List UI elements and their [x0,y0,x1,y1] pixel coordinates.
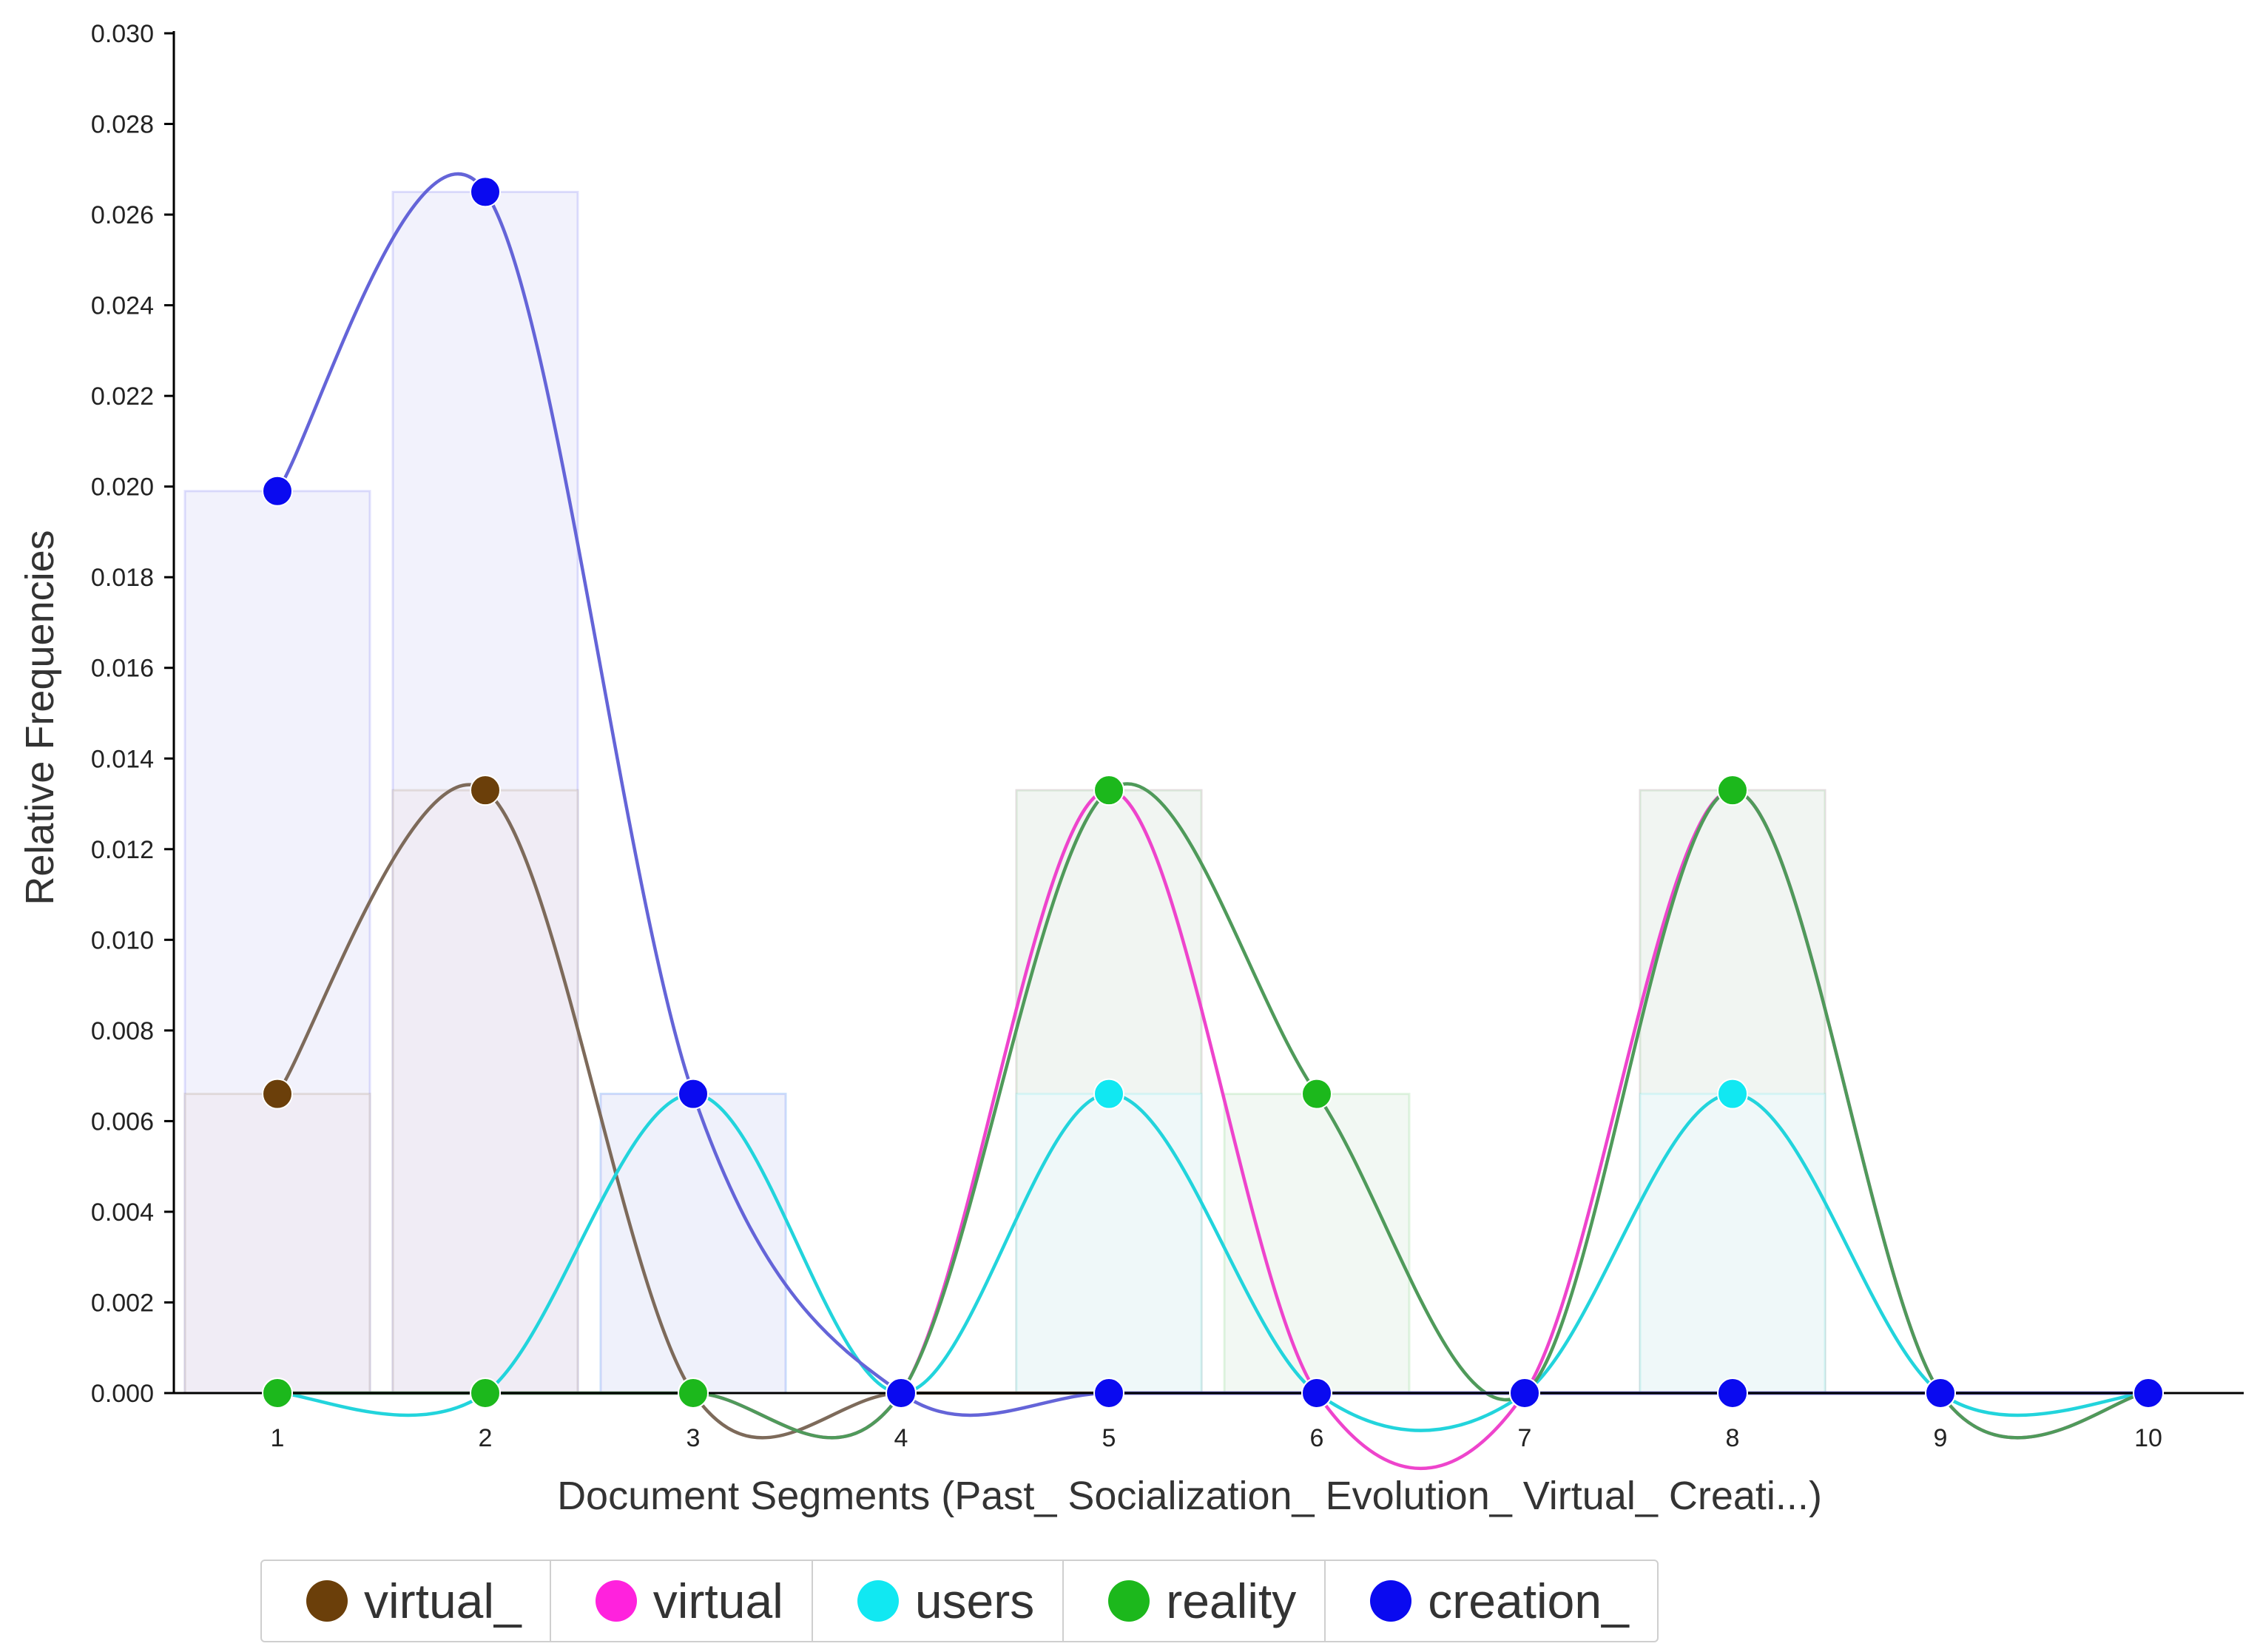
legend-swatch [1370,1580,1412,1622]
x-tick-label: 9 [1934,1424,1948,1452]
legend-label: creation_ [1428,1574,1629,1628]
y-tick-label: 0.024 [91,292,154,320]
background-bars [183,190,1826,1395]
data-point[interactable] [1717,775,1748,806]
legend-item-virtual-[interactable]: virtual_ [262,1561,551,1641]
data-point[interactable] [1301,1378,1332,1409]
y-tick-label: 0.002 [91,1289,154,1317]
x-tick-label: 6 [1310,1424,1324,1452]
y-tick-label: 0.018 [91,564,154,592]
data-point[interactable] [1093,1378,1124,1409]
x-tick-label: 3 [687,1424,701,1452]
legend-swatch [595,1580,637,1622]
y-axis-title: Relative Frequencies [18,530,62,905]
background-bar [183,1093,371,1395]
legend-item-users[interactable]: users [813,1561,1065,1641]
background-bar [1015,1093,1203,1395]
x-ticks: 1 2 3 4 5 6 7 8 9 10 [271,1393,2162,1452]
legend-swatch [1108,1580,1150,1622]
x-tick-label: 2 [479,1424,493,1452]
data-point[interactable] [678,1378,709,1409]
x-tick-label: 1 [271,1424,285,1452]
data-point[interactable] [262,475,293,507]
background-bar [1223,1093,1411,1395]
data-point[interactable] [1093,1078,1124,1110]
data-point[interactable] [1509,1378,1540,1409]
y-tick-label: 0.004 [91,1198,154,1227]
legend-label: users [914,1574,1035,1628]
x-tick-label: 10 [2134,1424,2162,1452]
legend-item-creation-[interactable]: creation_ [1326,1561,1657,1641]
data-point[interactable] [1925,1378,1956,1409]
y-tick-label: 0.000 [91,1380,154,1408]
y-tick-label: 0.010 [91,926,154,954]
data-points [262,176,2164,1409]
legend-item-virtual[interactable]: virtual [551,1561,813,1641]
data-point[interactable] [1093,775,1124,806]
data-point[interactable] [470,176,501,208]
background-bar [1639,1093,1826,1395]
legend-label: virtual [652,1574,783,1628]
background-bar [599,1093,787,1395]
legend-label: virtual_ [364,1574,522,1628]
y-tick-label: 0.028 [91,111,154,139]
data-point[interactable] [262,1078,293,1110]
y-tick-label: 0.022 [91,382,154,411]
series-line-users [277,1092,2149,1432]
data-point[interactable] [262,1378,293,1409]
y-tick-label: 0.016 [91,655,154,683]
x-axis-title: Document Segments (Past_ Socialization_ … [557,1474,1822,1518]
x-tick-label: 8 [1726,1424,1740,1452]
x-tick-label: 7 [1518,1424,1532,1452]
legend-item-reality[interactable]: reality [1064,1561,1326,1641]
axes [172,31,2244,1395]
data-point[interactable] [678,1078,709,1110]
legend-swatch [857,1580,899,1622]
data-point[interactable] [1717,1078,1748,1110]
data-point[interactable] [2133,1378,2164,1409]
data-point[interactable] [470,775,501,806]
data-point[interactable] [1717,1378,1748,1409]
y-tick-label: 0.020 [91,473,154,502]
y-tick-label: 0.008 [91,1017,154,1045]
y-tick-label: 0.026 [91,201,154,229]
legend-swatch [306,1580,348,1622]
y-ticks: 0.000 0.002 0.004 0.006 0.008 0.010 0.012 0.014… [91,20,174,1408]
y-tick-label: 0.014 [91,745,154,773]
data-point[interactable] [1301,1078,1332,1110]
legend: virtual_ virtual users reality creation_ [260,1560,1659,1642]
data-point[interactable] [470,1378,501,1409]
y-tick-label: 0.030 [91,20,154,48]
legend-label: reality [1166,1574,1297,1628]
y-tick-label: 0.012 [91,836,154,864]
x-tick-label: 5 [1102,1424,1116,1452]
data-point[interactable] [886,1378,917,1409]
x-tick-label: 4 [894,1424,908,1452]
y-tick-label: 0.006 [91,1107,154,1136]
